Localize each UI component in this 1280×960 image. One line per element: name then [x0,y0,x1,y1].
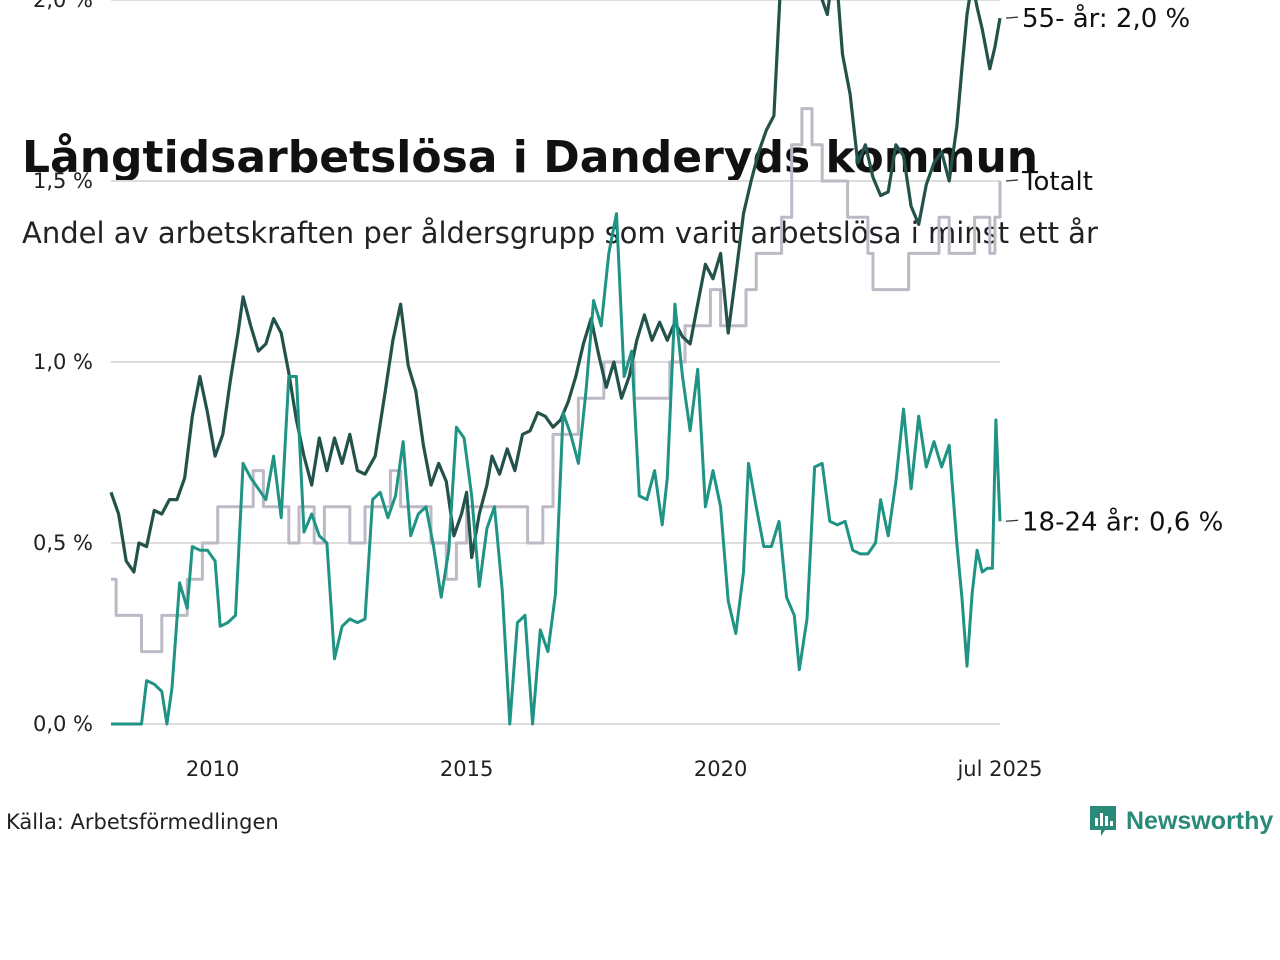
y-tick-label: 0,0 % [33,712,93,736]
x-tick-label: 2015 [440,757,493,781]
series-lines [109,0,1002,726]
end-label-total: Totalt [1021,167,1093,197]
end-label-connector [1005,16,1019,19]
series-line-age55 [109,0,1002,574]
x-tick-label: 2010 [186,757,239,781]
end-label-age1824: 18-24 år: 0,6 % [1022,506,1223,537]
y-tick-label: 2,0 % [33,0,93,12]
y-tick-label: 0,5 % [33,531,93,555]
end-label-age55: 55- år: 2,0 % [1022,3,1190,34]
end-label-connector [1005,519,1019,522]
y-tick-label: 1,0 % [33,350,93,374]
x-tick-label: jul 2025 [956,757,1042,781]
x-axis-ticks: 2010 2015 2020 jul 2025 [186,757,1043,781]
end-labels: Totalt 55- år: 2,0 % 18-24 år: 0,6 % [1005,3,1223,537]
x-tick-label: 2020 [694,757,747,781]
brand-name: Newsworthy [1126,806,1274,835]
series-line-total [111,107,1002,654]
y-tick-label: 1,5 % [33,169,93,193]
brand-logo[interactable]: Newsworthy [1088,804,1273,838]
source-note: Källa: Arbetsförmedlingen [6,810,279,834]
y-axis-ticks: 0,0 % 0,5 % 1,0 % 1,5 % 2,0 % [33,0,93,736]
end-label-connector [1005,179,1019,182]
series-line-age1824 [111,212,1002,726]
newsworthy-logo-icon [1090,806,1116,836]
gridlines [111,0,1000,725]
